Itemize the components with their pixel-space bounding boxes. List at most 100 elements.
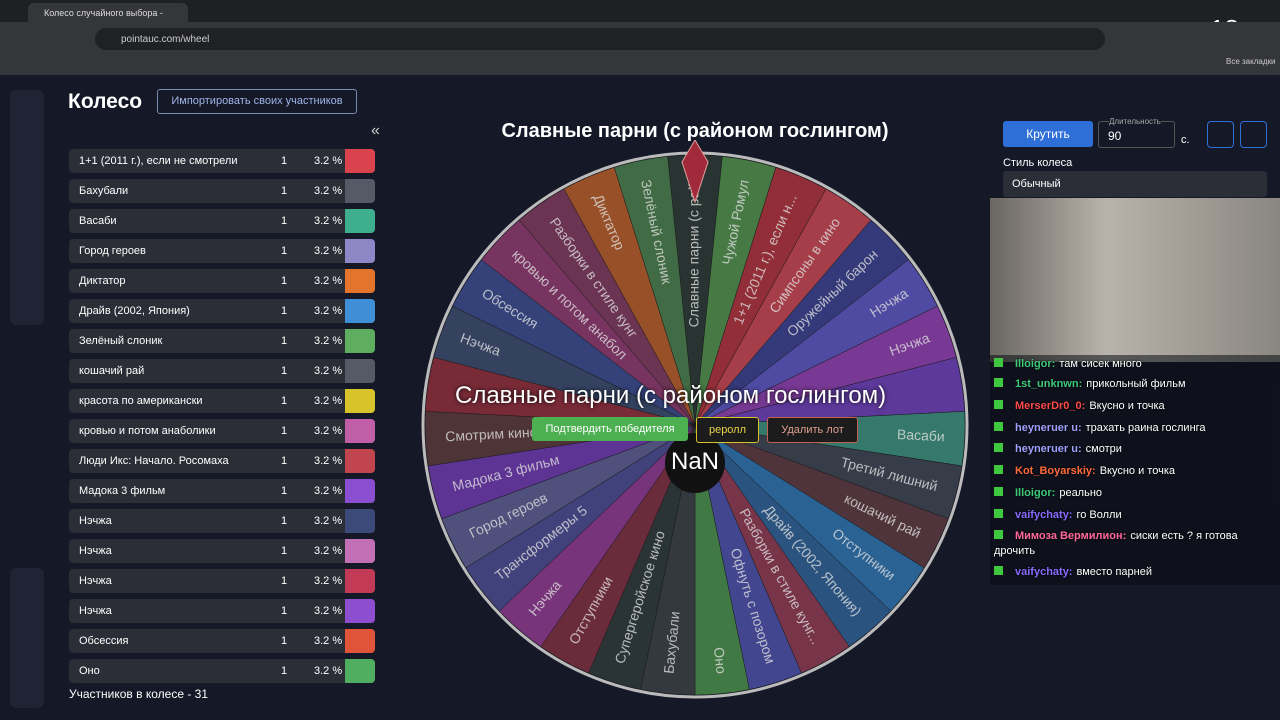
chat-user: Illoigor: <box>1015 487 1056 499</box>
participant-count: 1 <box>281 155 288 167</box>
participant-icon <box>345 629 375 653</box>
participant-row[interactable]: Зелёный слоник 1 3.2 % <box>69 329 375 353</box>
chat-badge <box>994 487 1003 496</box>
winner-text: Славные парни (с районом гослингом) <box>455 382 887 409</box>
participant-row[interactable]: Нэчжа 1 3.2 % <box>69 509 375 533</box>
chat-text: реально <box>1059 487 1103 499</box>
participant-row[interactable]: Нэчжа 1 3.2 % <box>69 539 375 563</box>
participant-row[interactable]: кошачий рай 1 3.2 % <box>69 359 375 383</box>
confirm-button[interactable]: Подтвердить победителя <box>532 417 688 441</box>
participant-name: кошачий рай <box>79 365 145 377</box>
chat-user: heyneruer u: <box>1015 443 1082 455</box>
chat-message: 1st_unknwn: прикольный фильм <box>994 377 1274 392</box>
participant-row[interactable]: Васаби 1 3.2 % <box>69 209 375 233</box>
participant-row[interactable]: Обсессия 1 3.2 % <box>69 629 375 653</box>
chat-text: го Волли <box>1076 509 1122 521</box>
participant-count: 1 <box>281 575 288 587</box>
participant-row[interactable]: красота по американски 1 3.2 % <box>69 389 375 413</box>
participant-name: красота по американски <box>79 395 203 407</box>
chat-user: 1st_unknwn: <box>1015 378 1083 390</box>
chat-user: vaifychaty: <box>1015 509 1073 521</box>
participant-row[interactable]: Бахубали 1 3.2 % <box>69 179 375 203</box>
participant-row[interactable]: кровью и потом анаболики 1 3.2 % <box>69 419 375 443</box>
participant-count: 1 <box>281 185 288 197</box>
duration-input[interactable]: Длительность 90 <box>1098 117 1175 148</box>
participant-name: Нэчжа <box>79 575 112 587</box>
participant-percent: 3.2 % <box>314 455 343 467</box>
participant-percent: 3.2 % <box>314 485 343 497</box>
participant-icon <box>345 659 375 683</box>
participant-icon <box>345 299 375 323</box>
chat-badge <box>994 400 1003 409</box>
participant-count: 1 <box>281 665 288 677</box>
spin-button[interactable]: Крутить <box>1003 121 1093 147</box>
participant-row[interactable]: Люди Икс: Начало. Росомаха 1 3.2 % <box>69 449 375 473</box>
participant-percent: 3.2 % <box>314 245 343 257</box>
participant-percent: 3.2 % <box>314 515 343 527</box>
participant-percent: 3.2 % <box>314 305 343 317</box>
participant-icon <box>345 569 375 593</box>
participant-name: кровью и потом анаболики <box>79 425 216 437</box>
participant-percent: 3.2 % <box>314 275 343 287</box>
chat-text: прикольный фильм <box>1086 378 1186 390</box>
address-bar[interactable]: pointauc.com/wheel <box>95 28 1105 50</box>
chat-badge <box>994 530 1003 539</box>
participant-row[interactable]: Нэчжа 1 3.2 % <box>69 569 375 593</box>
participant-row[interactable]: Оно 1 3.2 % <box>69 659 375 683</box>
chat-badge <box>994 465 1003 474</box>
music-button[interactable] <box>1240 121 1267 148</box>
participant-count: 1 <box>281 455 288 467</box>
wheel-center: NaN <box>670 448 719 475</box>
participant-icon <box>345 599 375 623</box>
participant-row[interactable]: Диктатор 1 3.2 % <box>69 269 375 293</box>
participant-percent: 3.2 % <box>314 575 343 587</box>
wheel-title: Славные парни (с районом гослингом) <box>501 120 889 142</box>
bookmarks[interactable]: Все закладки <box>1226 57 1276 66</box>
delete-button[interactable]: Удалить лот <box>767 417 858 443</box>
participant-count: 1 <box>281 515 288 527</box>
participant-row[interactable]: Город героев 1 3.2 % <box>69 239 375 263</box>
style-label: Стиль колеса <box>1003 157 1073 169</box>
participant-row[interactable]: 1+1 (2011 г.), если не смотрели 1 3.2 % <box>69 149 375 173</box>
chat-user: Kot_Boyarskiy: <box>1015 465 1096 477</box>
participant-count: 1 <box>281 425 288 437</box>
participant-count: 1 <box>281 545 288 557</box>
page-title: Колесо <box>68 90 143 113</box>
participant-name: Оно <box>79 665 100 677</box>
webcam <box>990 198 1280 362</box>
participant-row[interactable]: Драйв (2002, Япония) 1 3.2 % <box>69 299 375 323</box>
chat-text: вместо парней <box>1076 566 1153 578</box>
reroll-button[interactable]: реролл <box>696 417 759 443</box>
participant-row[interactable]: Нэчжа 1 3.2 % <box>69 599 375 623</box>
segment-label: Оно <box>711 646 730 674</box>
participant-name: Люди Икс: Начало. Росомаха <box>79 455 229 467</box>
chat-text: смотри <box>1085 443 1122 455</box>
participant-name: Драйв (2002, Япония) <box>79 305 190 317</box>
sidebar-bottom <box>10 568 44 708</box>
chat-text: трахать раина гослинга <box>1085 422 1206 434</box>
participant-icon <box>345 269 375 293</box>
participant-count: Участников в колесе - 31 <box>69 687 209 701</box>
participant-icon <box>345 479 375 503</box>
duration-value: 90 <box>1108 129 1122 143</box>
chat-message: Мимоза Вермилион: сиски есть ? я готова д… <box>994 529 1274 559</box>
chat-user: MerserDr0_0: <box>1015 400 1086 412</box>
tab[interactable]: Колесо случайного выбора - <box>28 3 188 22</box>
wheel-hub <box>665 433 725 493</box>
style-select[interactable]: Обычный <box>1003 171 1267 197</box>
dice-button[interactable] <box>1207 121 1234 148</box>
participant-icon <box>345 509 375 533</box>
duration-label: Длительность <box>1109 117 1161 126</box>
participant-icon <box>345 449 375 473</box>
participant-icon <box>345 359 375 383</box>
participant-name: Мадока 3 фильм <box>79 485 166 497</box>
participant-row[interactable]: Мадока 3 фильм 1 3.2 % <box>69 479 375 503</box>
collapse[interactable]: « <box>371 122 380 139</box>
wheel-segment <box>613 156 696 426</box>
import-button[interactable]: Импортировать своих участников <box>157 89 357 114</box>
chat-user: Illoigor: <box>1015 358 1056 370</box>
participant-count: 1 <box>281 245 288 257</box>
chat-bg <box>990 355 1280 585</box>
participant-percent: 3.2 % <box>314 395 343 407</box>
